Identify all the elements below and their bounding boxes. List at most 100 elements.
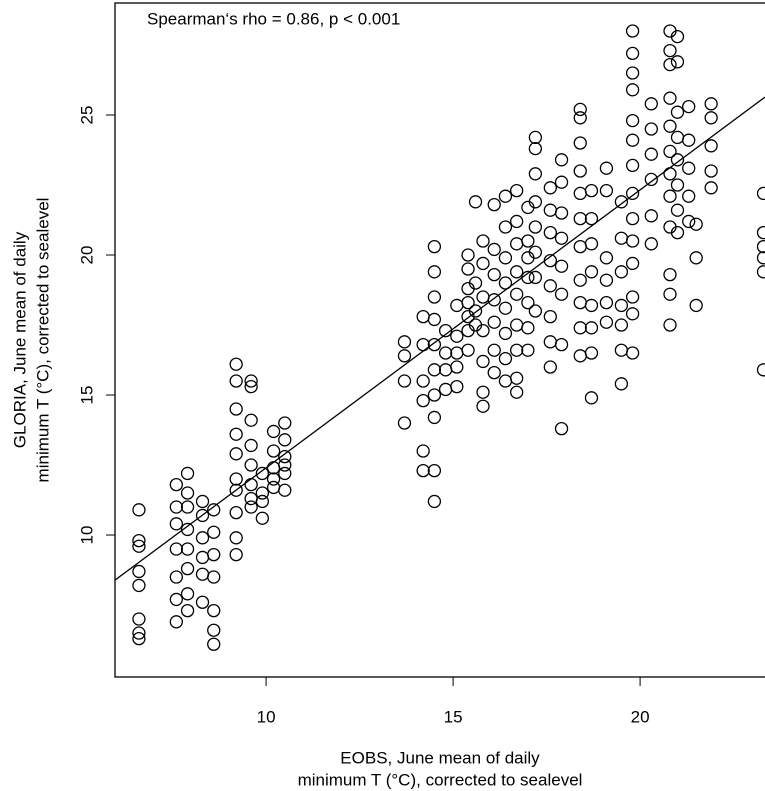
point xyxy=(644,122,658,136)
point xyxy=(468,304,483,318)
point xyxy=(521,321,535,335)
point xyxy=(229,547,243,562)
point xyxy=(244,477,258,492)
point xyxy=(510,183,524,198)
point xyxy=(689,298,703,313)
point xyxy=(554,287,569,301)
point xyxy=(461,248,475,262)
point xyxy=(682,133,696,147)
point xyxy=(614,343,629,357)
point xyxy=(229,402,243,416)
point xyxy=(670,55,685,69)
point xyxy=(670,130,685,145)
x-tick-label: 20 xyxy=(631,707,650,726)
point xyxy=(528,167,543,181)
point xyxy=(255,494,270,509)
point xyxy=(487,197,501,212)
point xyxy=(255,511,270,525)
point xyxy=(584,265,599,279)
point xyxy=(510,385,524,399)
point xyxy=(169,615,183,629)
point xyxy=(278,449,292,464)
point xyxy=(584,321,599,335)
point xyxy=(229,531,243,545)
point xyxy=(438,346,453,360)
point xyxy=(195,550,210,565)
point xyxy=(195,508,210,523)
point xyxy=(132,539,146,553)
point xyxy=(663,167,677,181)
point xyxy=(416,463,430,478)
point xyxy=(614,298,629,313)
point xyxy=(427,337,442,352)
point xyxy=(625,290,640,304)
point xyxy=(584,298,599,313)
point xyxy=(573,239,587,254)
point xyxy=(670,225,685,240)
point xyxy=(644,237,658,251)
point xyxy=(278,433,292,447)
point xyxy=(416,374,430,388)
point xyxy=(132,626,146,640)
point xyxy=(244,379,258,394)
point xyxy=(498,374,513,388)
point xyxy=(599,295,614,310)
point xyxy=(195,531,210,545)
point xyxy=(625,211,640,226)
point xyxy=(625,256,640,271)
point xyxy=(244,500,258,514)
point xyxy=(704,97,718,111)
point xyxy=(476,256,490,271)
point xyxy=(614,318,629,332)
point xyxy=(670,105,685,119)
point xyxy=(599,315,614,329)
point xyxy=(756,186,765,201)
point xyxy=(438,323,453,338)
point xyxy=(487,343,501,357)
point xyxy=(756,239,765,254)
point xyxy=(169,477,183,492)
point xyxy=(756,265,765,279)
point xyxy=(476,234,490,248)
point xyxy=(670,178,685,192)
point xyxy=(689,217,703,231)
point xyxy=(614,195,629,209)
point xyxy=(180,486,195,500)
point xyxy=(461,295,475,310)
point xyxy=(554,259,569,273)
point xyxy=(663,318,677,332)
annotation: Spearman‘s rho = 0.86, p < 0.001 xyxy=(147,9,400,28)
point xyxy=(543,279,557,293)
point xyxy=(644,147,658,161)
point xyxy=(229,505,243,520)
point xyxy=(195,595,210,609)
point xyxy=(704,164,718,178)
point xyxy=(461,343,475,357)
point xyxy=(554,153,569,167)
point xyxy=(487,242,501,257)
point xyxy=(614,231,629,245)
x-tick-label: 15 xyxy=(444,707,463,726)
point xyxy=(573,164,587,178)
point xyxy=(397,416,412,430)
point xyxy=(584,391,599,405)
point xyxy=(573,321,587,335)
point xyxy=(584,346,599,360)
point xyxy=(450,329,464,343)
point xyxy=(573,273,587,287)
point xyxy=(543,309,557,324)
point xyxy=(278,458,292,472)
point xyxy=(450,379,464,394)
point xyxy=(180,522,195,537)
point xyxy=(169,570,183,584)
point xyxy=(510,371,524,385)
point xyxy=(663,57,677,72)
point xyxy=(528,141,543,156)
point xyxy=(599,183,614,198)
point xyxy=(663,287,677,301)
point xyxy=(625,46,640,61)
point xyxy=(543,335,557,349)
point xyxy=(498,351,513,366)
point xyxy=(266,424,281,439)
